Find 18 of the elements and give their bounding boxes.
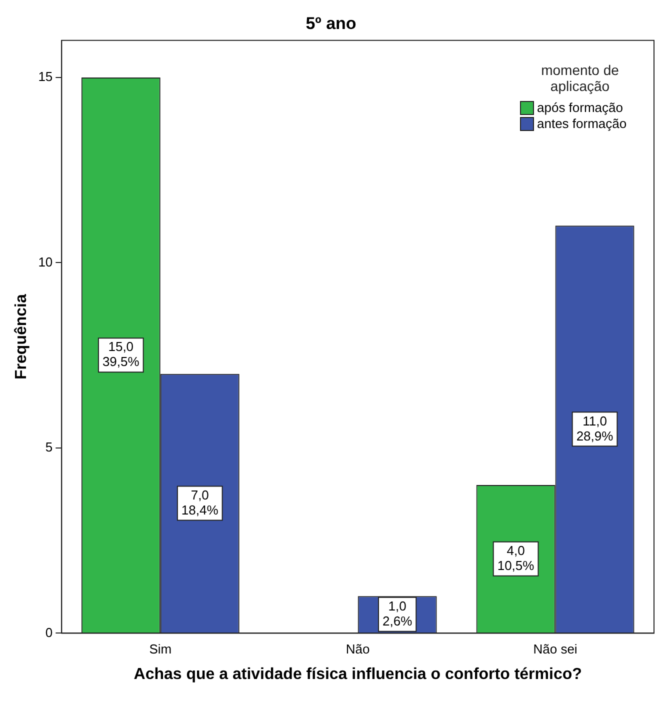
data-label: 11,0 28,9% xyxy=(576,413,614,444)
y-tick-label: 0 xyxy=(45,624,53,640)
y-axis-title: Frequência xyxy=(13,294,30,380)
y-tick-label: 5 xyxy=(45,440,53,455)
x-tick-label: Não xyxy=(346,642,370,657)
legend-label: antes formação xyxy=(537,116,627,132)
x-axis-title: Achas que a atividade física influencia o conforto térmico? xyxy=(134,666,582,683)
data-label: 1,0 2,6% xyxy=(382,598,413,629)
legend-title: momento de aplicação xyxy=(540,62,620,94)
chart-title: 5º ano xyxy=(306,14,356,33)
x-tick-label: Sim xyxy=(149,642,172,657)
x-tick-label: Não sei xyxy=(533,642,578,657)
y-tick-label: 10 xyxy=(38,254,53,270)
data-label: 7,0 18,4% xyxy=(181,487,219,518)
data-label: 15,0 39,5% xyxy=(102,339,140,370)
legend-label: após formação xyxy=(537,100,623,116)
y-tick-label: 15 xyxy=(38,69,53,84)
data-label: 4,0 10,5% xyxy=(497,542,535,573)
